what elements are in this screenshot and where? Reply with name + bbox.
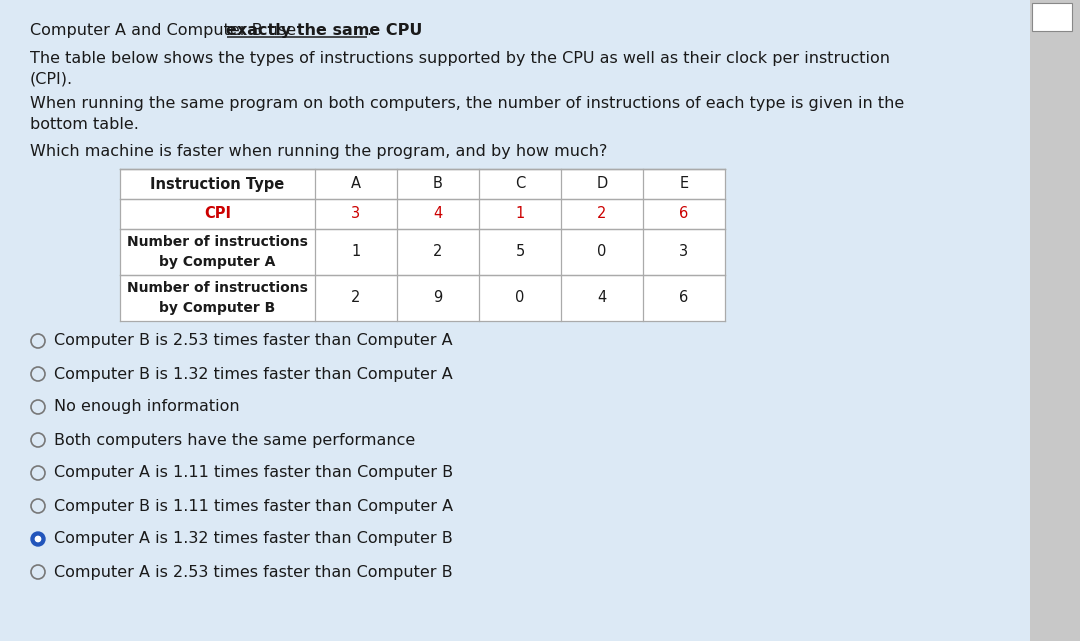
- Text: 2: 2: [597, 206, 607, 222]
- Circle shape: [31, 433, 45, 447]
- Circle shape: [36, 537, 41, 542]
- Text: When running the same program on both computers, the number of instructions of e: When running the same program on both co…: [30, 96, 904, 132]
- Circle shape: [31, 565, 45, 579]
- Text: Both computers have the same performance: Both computers have the same performance: [54, 433, 415, 447]
- Text: Which machine is faster when running the program, and by how much?: Which machine is faster when running the…: [30, 144, 607, 159]
- Text: 3: 3: [679, 244, 689, 260]
- Text: No enough information: No enough information: [54, 399, 240, 415]
- Circle shape: [31, 334, 45, 348]
- Text: .: .: [366, 23, 372, 38]
- Text: E: E: [679, 176, 689, 192]
- Text: C: C: [515, 176, 525, 192]
- Text: Instruction Type: Instruction Type: [150, 176, 285, 192]
- Text: Computer A is 1.11 times faster than Computer B: Computer A is 1.11 times faster than Com…: [54, 465, 454, 481]
- Text: 5: 5: [515, 244, 525, 260]
- Circle shape: [31, 499, 45, 513]
- Text: Computer B is 1.11 times faster than Computer A: Computer B is 1.11 times faster than Com…: [54, 499, 454, 513]
- Bar: [1030, 0, 1080, 641]
- Text: The table below shows the types of instructions supported by the CPU as well as : The table below shows the types of instr…: [30, 51, 890, 87]
- Text: D: D: [596, 176, 608, 192]
- Text: Computer A is 1.32 times faster than Computer B: Computer A is 1.32 times faster than Com…: [54, 531, 453, 547]
- Text: 6: 6: [679, 290, 689, 306]
- Text: Computer A is 2.53 times faster than Computer B: Computer A is 2.53 times faster than Com…: [54, 565, 453, 579]
- Text: 3: 3: [351, 206, 361, 222]
- Text: exactly the same CPU: exactly the same CPU: [227, 23, 423, 38]
- Text: A: A: [351, 176, 361, 192]
- Text: 1: 1: [351, 244, 361, 260]
- Circle shape: [31, 532, 45, 546]
- Text: B: B: [433, 176, 443, 192]
- Text: 6: 6: [679, 206, 689, 222]
- Text: 4: 4: [597, 290, 607, 306]
- Text: 9: 9: [433, 290, 443, 306]
- Text: 0: 0: [515, 290, 525, 306]
- Circle shape: [31, 400, 45, 414]
- Text: Computer B is 2.53 times faster than Computer A: Computer B is 2.53 times faster than Com…: [54, 333, 453, 349]
- Text: 2: 2: [433, 244, 443, 260]
- Bar: [120, 169, 725, 321]
- Text: 1: 1: [515, 206, 525, 222]
- Text: Computer A and Computer B use: Computer A and Computer B use: [30, 23, 301, 38]
- Text: Number of instructions
by Computer A: Number of instructions by Computer A: [127, 235, 308, 269]
- Text: 2: 2: [351, 290, 361, 306]
- Text: CPI: CPI: [204, 206, 231, 222]
- Circle shape: [31, 466, 45, 480]
- Text: 0: 0: [597, 244, 607, 260]
- Text: Computer B is 1.32 times faster than Computer A: Computer B is 1.32 times faster than Com…: [54, 367, 453, 381]
- Text: 4: 4: [433, 206, 443, 222]
- Bar: [1032, 3, 1072, 31]
- Circle shape: [31, 367, 45, 381]
- Text: Number of instructions
by Computer B: Number of instructions by Computer B: [127, 281, 308, 315]
